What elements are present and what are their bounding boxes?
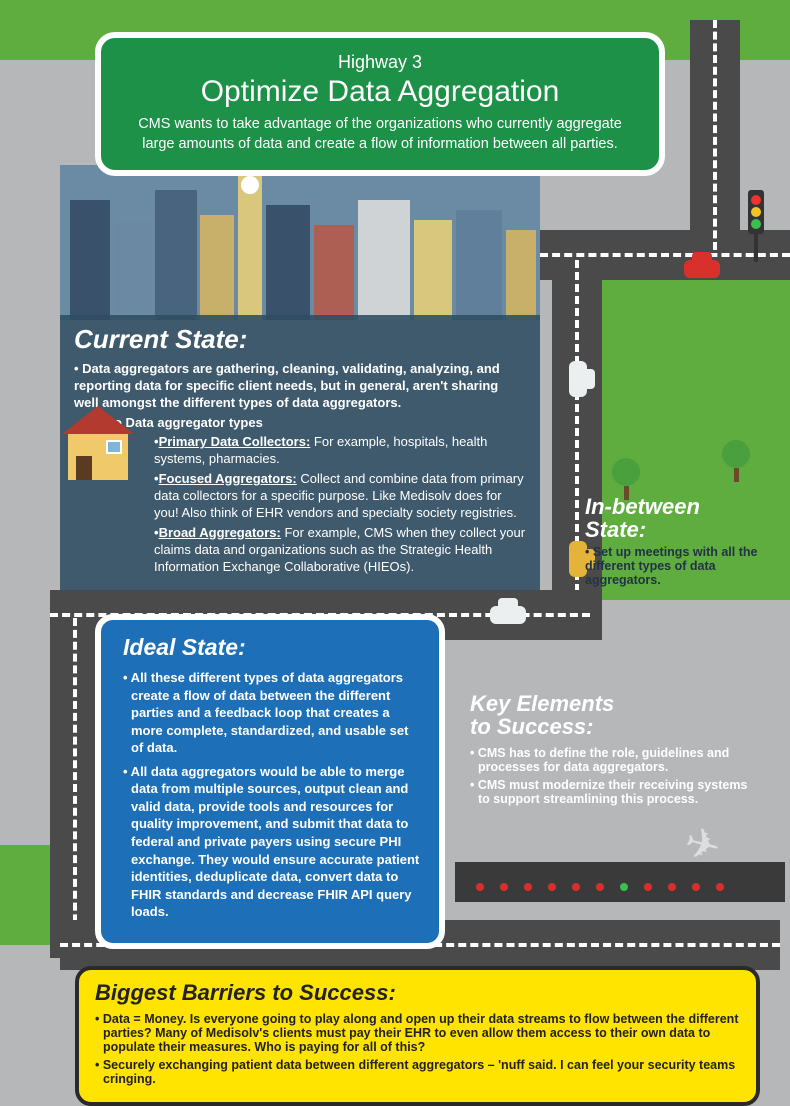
building-icon xyxy=(314,225,354,320)
building-icon xyxy=(506,230,536,320)
road-left-down xyxy=(50,618,100,958)
key-element-point: • CMS must modernize their receiving sys… xyxy=(478,778,750,806)
header-eyebrow: Highway 3 xyxy=(129,52,631,73)
current-intro: • Data aggregators are gathering, cleani… xyxy=(74,361,526,412)
building-icon xyxy=(414,220,452,320)
car-icon xyxy=(684,260,720,278)
building-icon xyxy=(358,200,410,320)
inbetween-box: In-between State: • Set up meetings with… xyxy=(585,495,780,587)
aggregator-type: •Broad Aggregators: For example, CMS whe… xyxy=(154,525,526,576)
ideal-point: • All data aggregators would be able to … xyxy=(125,763,423,921)
header-box: Highway 3 Optimize Data Aggregation CMS … xyxy=(95,32,665,176)
barriers-title: Biggest Barriers to Success: xyxy=(95,980,740,1006)
tree-icon xyxy=(722,440,750,482)
key-elements-box: Key Elements to Success: • CMS has to de… xyxy=(470,692,750,810)
skyline xyxy=(60,165,540,320)
ideal-box: Ideal State: • All these different types… xyxy=(95,614,445,949)
header-desc: CMS wants to take advantage of the organ… xyxy=(129,115,631,154)
barrier-point: • Securely exchanging patient data betwe… xyxy=(103,1058,740,1086)
inbetween-body: • Set up meetings with all the different… xyxy=(585,545,780,587)
inbetween-title: In-between State: xyxy=(585,495,780,541)
building-icon xyxy=(266,205,310,320)
barrier-point: • Data = Money. Is everyone going to pla… xyxy=(103,1012,740,1054)
current-title: Current State: xyxy=(74,323,526,357)
header-title: Optimize Data Aggregation xyxy=(129,75,631,109)
current-subhead: o Data aggregator types xyxy=(74,415,526,432)
car-icon xyxy=(490,606,526,624)
runway-dots xyxy=(468,878,732,888)
aggregator-type: •Primary Data Collectors: For example, h… xyxy=(154,434,526,468)
clocktower-icon xyxy=(238,170,262,320)
key-element-point: • CMS has to define the role, guidelines… xyxy=(478,746,750,774)
building-icon xyxy=(200,215,234,320)
building-icon xyxy=(155,190,197,320)
house-icon xyxy=(62,406,134,480)
traffic-light-icon xyxy=(748,190,764,262)
building-icon xyxy=(115,220,151,320)
road-right-down xyxy=(690,20,740,250)
building-icon xyxy=(70,200,110,320)
ideal-point: • All these different types of data aggr… xyxy=(125,669,423,757)
barriers-box: Biggest Barriers to Success: • Data = Mo… xyxy=(75,966,760,1106)
building-icon xyxy=(456,210,502,320)
car-icon xyxy=(569,361,587,397)
key-elements-title: Key Elements to Success: xyxy=(470,692,750,738)
aggregator-type: •Focused Aggregators: Collect and combin… xyxy=(154,471,526,522)
ideal-title: Ideal State: xyxy=(117,632,423,663)
